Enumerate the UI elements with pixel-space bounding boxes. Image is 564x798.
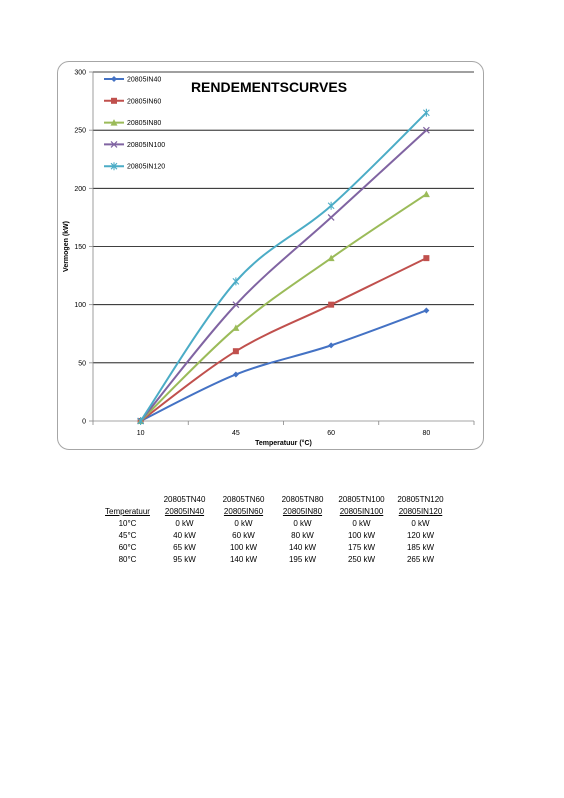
table-cell: 10°C — [118, 519, 137, 528]
table-header-cell: 20805TN40 — [163, 495, 206, 504]
table-cell: 185 kW — [406, 543, 435, 552]
x-tick-label: 60 — [327, 430, 335, 437]
data-point-20805IN60 — [328, 301, 335, 308]
data-point-20805IN40 — [423, 307, 430, 314]
table-row: 45°C 40 kW 60 kW 80 kW 100 kW 120 kW — [100, 530, 450, 542]
data-point-20805IN60 — [423, 255, 430, 262]
table-cell: 45°C — [118, 531, 137, 540]
table-cell: 140 kW — [288, 543, 317, 552]
data-point-20805IN60 — [232, 348, 239, 355]
table-cell: 40 kW — [173, 531, 196, 540]
table-cell: 80°C — [118, 555, 137, 564]
table-header-cell: 20805IN60 — [223, 507, 264, 516]
table-cell: 0 kW — [175, 519, 194, 528]
series-line-20805IN120 — [139, 112, 428, 422]
y-tick-label: 150 — [74, 244, 86, 251]
chart-title: RENDEMENTSCURVES — [191, 79, 347, 95]
legend-label: 20805IN80 — [127, 120, 161, 127]
table-cell: 95 kW — [173, 555, 196, 564]
table-cell: 60 kW — [232, 531, 255, 540]
series-line-20805IN100 — [139, 129, 428, 422]
table-header-cell: 20805TN60 — [222, 495, 265, 504]
y-axis-title: Vermogen (kW) — [63, 221, 70, 272]
table-header-cell: 20805IN120 — [398, 507, 443, 516]
table-header-cell: 20805TN100 — [338, 495, 385, 504]
data-point-20805IN120 — [422, 108, 430, 117]
table-row: 10°C 0 kW 0 kW 0 kW 0 kW 0 kW — [100, 518, 450, 530]
table-row: 80°C 95 kW 140 kW 195 kW 250 kW 265 kW — [100, 554, 450, 566]
data-point-20805IN40 — [328, 342, 335, 349]
table-header-cell: 20805IN80 — [282, 507, 323, 516]
table-cell: 0 kW — [234, 519, 253, 528]
table-header-cell: Temperatuur — [105, 507, 150, 516]
series-line-20805IN40 — [140, 309, 427, 422]
data-point-20805IN40 — [232, 371, 239, 378]
table-cell: 120 kW — [406, 531, 435, 540]
data-point-20805IN80 — [327, 254, 335, 262]
rendement-chart: 0 50 100 150 200 250 300 10 45 60 80 Temperatuur (°… — [63, 70, 475, 447]
table-cell: 175 kW — [347, 543, 376, 552]
legend-marker-20805IN80 — [110, 119, 118, 126]
table-header-top: 20805TN40 20805TN60 20805TN80 20805TN100… — [100, 494, 450, 506]
legend-marker-20805IN40 — [111, 76, 117, 82]
legend-marker-20805IN120 — [110, 162, 118, 171]
x-axis-title: Temperatuur (°C) — [255, 439, 312, 447]
data-point-20805IN120 — [137, 417, 145, 425]
x-tick-label: 10 — [137, 430, 145, 437]
table-cell: 265 kW — [406, 555, 435, 564]
legend-label: 20805IN120 — [127, 164, 165, 171]
data-point-20805IN100 — [232, 301, 240, 309]
rendement-table: 20805TN40 20805TN60 20805TN80 20805TN100… — [100, 494, 450, 566]
table-header-bottom: Temperatuur 20805IN40 20805IN60 20805IN8… — [100, 506, 450, 518]
table-cell: 0 kW — [293, 519, 312, 528]
table-cell: 60°C — [118, 543, 137, 552]
series-line-20805IN60 — [140, 257, 427, 422]
legend-marker-20805IN60 — [111, 97, 117, 104]
table-header-cell: 20805TN80 — [281, 495, 324, 504]
y-tick-label: 250 — [74, 128, 86, 135]
legend-label: 20805IN60 — [127, 98, 161, 105]
data-point-20805IN100 — [327, 213, 335, 221]
table-cell: 80 kW — [291, 531, 314, 540]
table-cell: 140 kW — [229, 555, 258, 564]
table-header-cell: 20805TN120 — [397, 495, 444, 504]
data-point-20805IN80 — [422, 190, 430, 198]
legend-marker-20805IN100 — [110, 140, 118, 148]
table-header-cell — [100, 494, 155, 506]
table-cell: 250 kW — [347, 555, 376, 564]
table-cell: 195 kW — [288, 555, 317, 564]
table-header-cell: 20805IN100 — [339, 507, 384, 516]
y-tick-label: 200 — [74, 186, 86, 193]
data-point-20805IN100 — [422, 126, 430, 134]
y-tick-label: 300 — [74, 70, 86, 77]
data-point-20805IN120 — [327, 201, 335, 210]
y-tick-label: 50 — [78, 360, 86, 367]
table-cell: 0 kW — [352, 519, 371, 528]
legend-label: 20805IN100 — [127, 142, 165, 149]
y-tick-label: 100 — [74, 302, 86, 309]
table-cell: 100 kW — [229, 543, 258, 552]
x-tick-label: 80 — [422, 430, 430, 437]
series-line-20805IN80 — [139, 193, 427, 422]
table-cell: 65 kW — [173, 543, 196, 552]
legend-label: 20805IN40 — [127, 77, 161, 84]
x-tick-label: 45 — [232, 430, 240, 437]
table-cell: 0 kW — [411, 519, 430, 528]
table-cell: 100 kW — [347, 531, 376, 540]
table-header-cell: 20805IN40 — [164, 507, 205, 516]
table-row: 60°C 65 kW 100 kW 140 kW 175 kW 185 kW — [100, 542, 450, 554]
data-point-20805IN120 — [232, 277, 240, 286]
data-point-20805IN80 — [232, 324, 240, 331]
y-tick-label: 0 — [82, 419, 86, 426]
